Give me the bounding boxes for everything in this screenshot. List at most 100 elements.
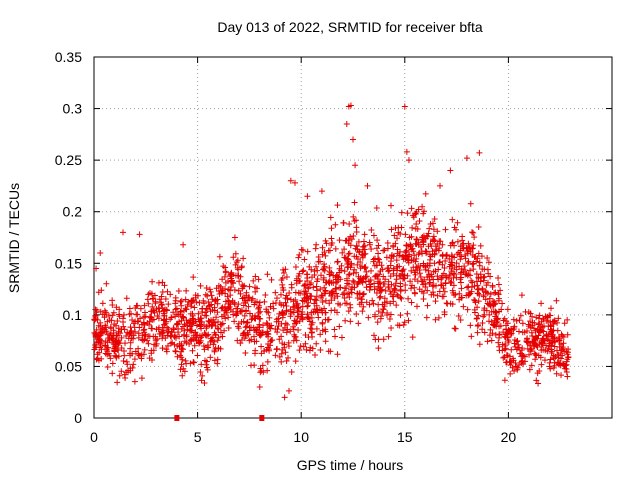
data-point: [560, 340, 567, 347]
data-point: [199, 372, 206, 379]
data-point: [304, 314, 311, 321]
data-point: [267, 303, 274, 310]
data-point: [454, 219, 461, 226]
data-point: [427, 279, 434, 286]
data-point: [337, 301, 344, 308]
data-point: [159, 335, 166, 342]
data-point: [353, 311, 360, 318]
data-point: [156, 308, 163, 315]
data-point: [386, 316, 393, 323]
data-point: [454, 238, 461, 245]
data-point: [354, 290, 361, 297]
data-point: [201, 357, 208, 364]
data-point: [481, 329, 488, 336]
data-point: [558, 372, 565, 379]
data-point: [488, 318, 495, 325]
data-point: [448, 278, 455, 285]
data-point: [299, 311, 306, 318]
data-point: [179, 372, 186, 379]
data-point: [314, 275, 321, 282]
data-point: [183, 317, 190, 324]
data-point: [256, 331, 263, 338]
data-point: [163, 348, 170, 355]
data-point: [319, 292, 326, 299]
data-point: [520, 352, 527, 359]
y-tick-label: 0.2: [63, 204, 83, 220]
data-point: [497, 322, 504, 329]
data-point: [373, 290, 380, 297]
data-point: [339, 249, 346, 256]
data-point: [215, 325, 222, 332]
data-point: [552, 353, 559, 360]
data-point: [422, 280, 429, 287]
data-point: [428, 243, 435, 250]
data-point: [413, 255, 420, 262]
data-point: [172, 300, 179, 307]
data-point: [278, 309, 285, 316]
data-point: [92, 333, 99, 340]
data-point: [390, 298, 397, 305]
data-point: [371, 280, 378, 287]
data-point: [409, 334, 416, 341]
data-point: [367, 281, 374, 288]
data-point: [304, 248, 311, 255]
data-point: [505, 339, 512, 346]
data-point: [432, 298, 439, 305]
data-point: [202, 291, 209, 298]
data-point: [411, 284, 418, 291]
data-point: [551, 334, 558, 341]
data-point: [283, 357, 290, 364]
data-point: [492, 331, 499, 338]
data-point: [399, 253, 406, 260]
data-point: [413, 236, 420, 243]
data-point: [426, 262, 433, 269]
data-point: [442, 279, 449, 286]
data-point: [99, 300, 106, 307]
data-point: [263, 306, 270, 313]
data-point: [242, 350, 249, 357]
data-point: [203, 305, 210, 312]
data-point: [325, 348, 332, 355]
x-tick-label: 0: [90, 429, 98, 445]
data-point: [251, 362, 258, 369]
data-point: [436, 258, 443, 265]
chart-title: Day 013 of 2022, SRMTID for receiver bft…: [217, 19, 483, 35]
data-point: [344, 255, 351, 262]
data-point: [273, 295, 280, 302]
data-point: [428, 291, 435, 298]
data-point: [187, 310, 194, 317]
data-point: [414, 278, 421, 285]
data-point: [473, 315, 480, 322]
data-point: [243, 307, 250, 314]
data-point: [458, 265, 465, 272]
data-point: [404, 272, 411, 279]
data-point: [126, 305, 133, 312]
data-point: [95, 339, 102, 346]
data-point: [389, 293, 396, 300]
data-point: [284, 295, 291, 302]
data-point: [299, 268, 306, 275]
data-point: [264, 367, 271, 374]
data-point: [495, 281, 502, 288]
data-point: [172, 334, 179, 341]
data-point: [315, 258, 322, 265]
data-point: [458, 294, 465, 301]
data-point: [212, 331, 219, 338]
data-point: [253, 327, 260, 334]
data-point: [430, 233, 437, 240]
data-point: [283, 307, 290, 314]
data-point: [543, 317, 550, 324]
data-point: [149, 278, 156, 285]
data-point: [287, 306, 294, 313]
data-point: [450, 282, 457, 289]
data-point: [331, 326, 338, 333]
data-point: [225, 286, 232, 293]
data-point: [256, 384, 263, 391]
data-point: [477, 278, 484, 285]
data-point: [511, 367, 518, 374]
data-point: [347, 102, 354, 109]
data-point: [475, 274, 482, 281]
data-point: [430, 282, 437, 289]
data-point: [355, 320, 362, 327]
data-point: [536, 320, 543, 327]
